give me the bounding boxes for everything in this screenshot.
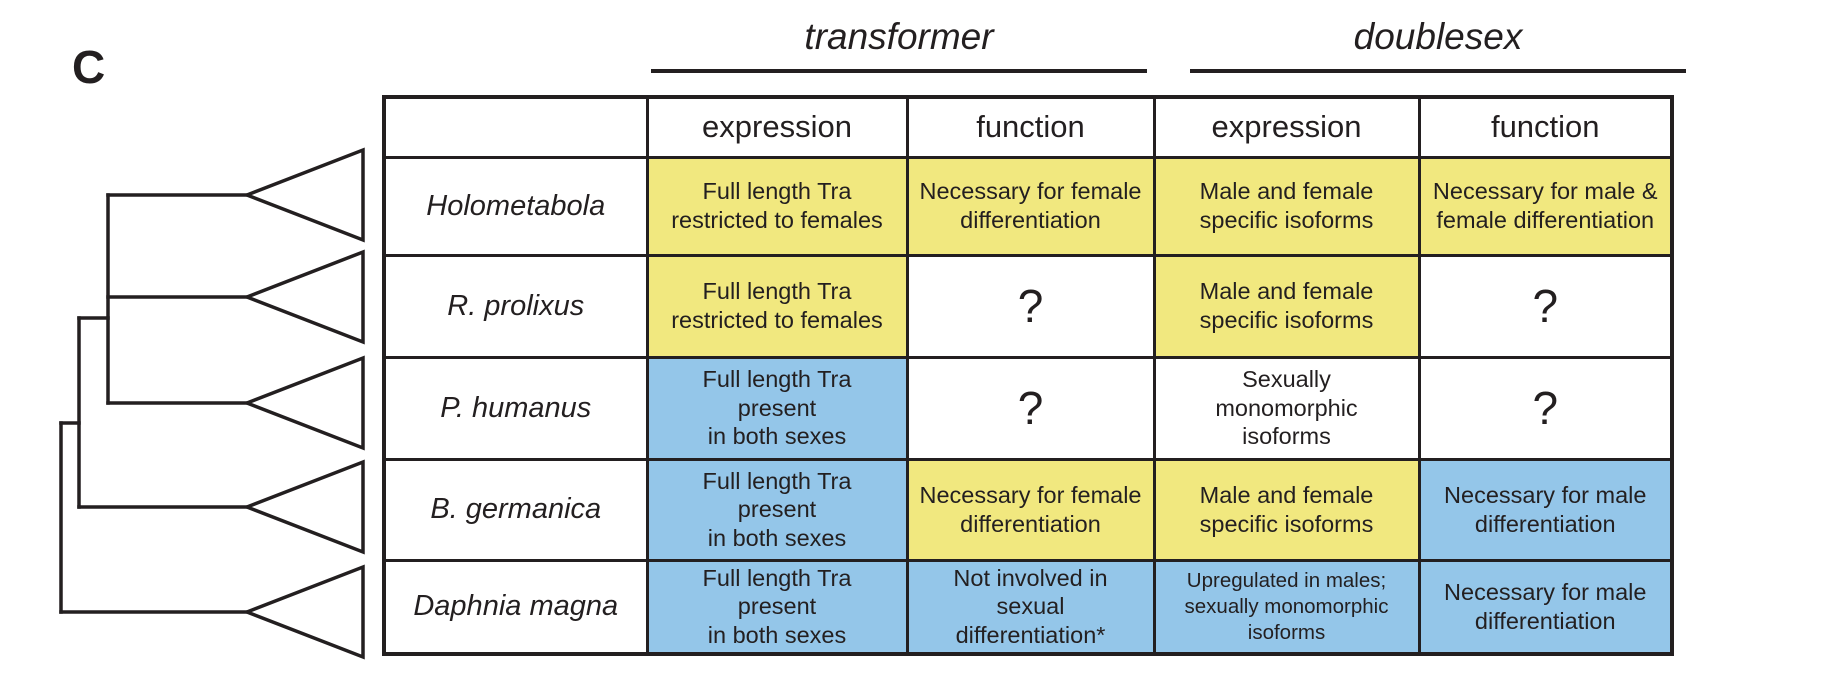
cell-tra-expression: Full length Tra present in both sexes <box>645 355 909 461</box>
species-name: P. humanus <box>382 355 649 461</box>
col-header-dsx-function: function <box>1417 95 1674 159</box>
table-row-b-germanica: B. germanica Full length Tra present in … <box>382 457 1674 562</box>
col-header-dsx-expression: expression <box>1152 95 1421 159</box>
gene-underline-transformer <box>651 69 1147 73</box>
clade-triangle-holometabola <box>242 147 365 243</box>
comparison-table: expression function expression function … <box>382 95 1674 656</box>
col-header-tra-expression: expression <box>645 95 909 159</box>
phylogenetic-tree <box>59 147 365 660</box>
species-name: Holometabola <box>382 155 649 257</box>
cell-tra-expression: Full length Tra restricted to females <box>645 155 909 257</box>
cell-dsx-expression: Sexually monomorphic isoforms <box>1152 355 1421 461</box>
table-row-r-prolixus: R. prolixus Full length Tra restricted t… <box>382 253 1674 359</box>
table-header-row: expression function expression function <box>382 95 1674 159</box>
species-name: Daphnia magna <box>382 558 649 656</box>
clade-triangle-p-humanus <box>242 355 365 451</box>
cell-dsx-function: ? <box>1417 355 1674 461</box>
table-row-p-humanus: P. humanus Full length Tra present in bo… <box>382 355 1674 461</box>
cell-dsx-function: Necessary for male differentiation <box>1417 558 1674 656</box>
cell-tra-function: ? <box>905 355 1156 461</box>
cell-tra-expression: Full length Tra restricted to females <box>645 253 909 359</box>
cell-dsx-expression: Male and female specific isoforms <box>1152 457 1421 562</box>
cell-tra-function: Necessary for female differentiation <box>905 457 1156 562</box>
cell-dsx-expression: Upregulated in males; sexually monomorph… <box>1152 558 1421 656</box>
table-row-holometabola: Holometabola Full length Tra restricted … <box>382 155 1674 257</box>
cell-tra-expression: Full length Tra present in both sexes <box>645 457 909 562</box>
gene-header-doublesex: doublesex <box>1353 16 1523 57</box>
clade-triangle-b-germanica <box>242 459 365 555</box>
cell-dsx-function: Necessary for male & female differentiat… <box>1417 155 1674 257</box>
cell-tra-function: Necessary for female differentiation <box>905 155 1156 257</box>
cell-dsx-expression: Male and female specific isoforms <box>1152 253 1421 359</box>
cell-tra-expression: Full length Tra present in both sexes <box>645 558 909 656</box>
clade-triangle-r-prolixus <box>242 249 365 345</box>
cell-dsx-expression: Male and female specific isoforms <box>1152 155 1421 257</box>
table-row-daphnia-magna: Daphnia magna Full length Tra present in… <box>382 558 1674 656</box>
species-name: R. prolixus <box>382 253 649 359</box>
clade-triangle-daphnia-magna <box>242 564 365 660</box>
cell-dsx-function: ? <box>1417 253 1674 359</box>
panel-label: C <box>72 41 106 93</box>
cell-dsx-function: Necessary for male differentiation <box>1417 457 1674 562</box>
cell-tra-function: Not involved in sexual differentiation* <box>905 558 1156 656</box>
gene-underline-doublesex <box>1190 69 1686 73</box>
cell-tra-function: ? <box>905 253 1156 359</box>
species-name: B. germanica <box>382 457 649 562</box>
col-header-tra-function: function <box>905 95 1156 159</box>
species-column-header <box>382 95 649 159</box>
gene-header-transformer: transformer <box>804 16 994 57</box>
